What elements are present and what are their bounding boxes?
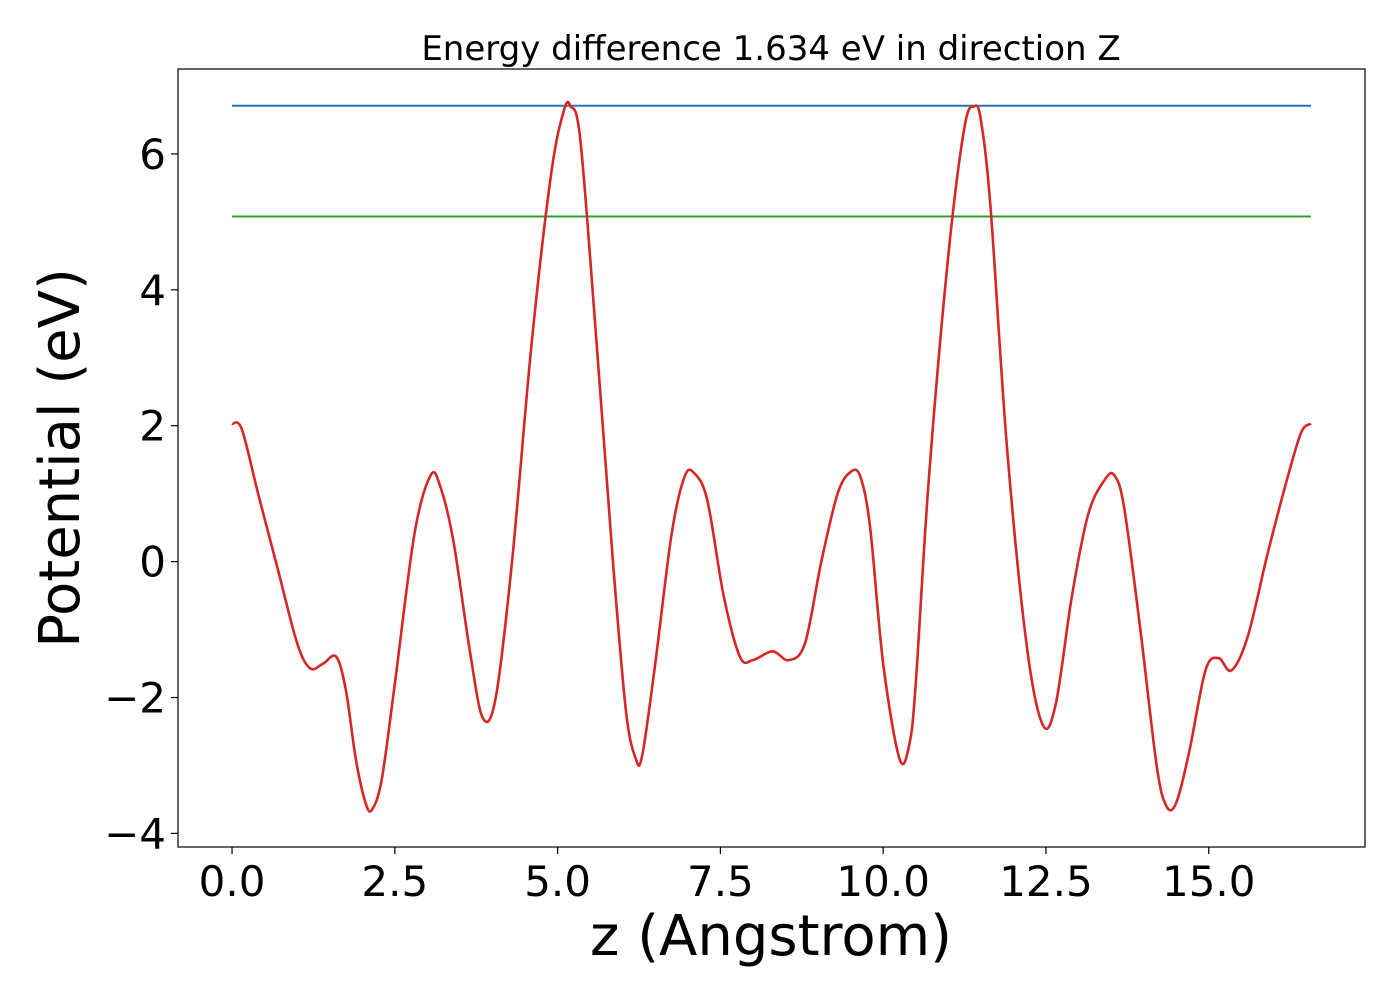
y-tick-label-3: 0: [139, 538, 166, 587]
x-tick-label-3: 5.0: [524, 857, 591, 906]
series-line-3: [231, 100, 1312, 813]
x-tick-label-4: 7.5: [687, 857, 754, 906]
plot-frame: [177, 68, 1366, 848]
y-tick-label-1: −4: [104, 809, 166, 858]
y-axis-label: Potential (eV): [28, 268, 93, 648]
y-tick-label-6: 6: [139, 130, 166, 179]
y-axis-ticks: −4 −2 0 2 4 6: [104, 130, 178, 858]
x-axis-ticks: 0.0 2.5 5.0 7.5 10.0 12.5 15.0: [199, 847, 1256, 906]
series-layer: [231, 100, 1312, 813]
chart-title: Energy difference 1.634 eV in direction …: [421, 29, 1120, 69]
x-tick-label-2: 2.5: [361, 857, 428, 906]
y-tick-label-5: 4: [139, 266, 166, 315]
x-tick-label-7: 15.0: [1162, 857, 1256, 906]
x-axis-label: z (Angstrom): [590, 904, 952, 969]
y-tick-label-4: 2: [139, 402, 166, 451]
x-tick-label-1: 0.0: [199, 857, 266, 906]
x-tick-label-5: 10.0: [836, 857, 930, 906]
y-tick-label-2: −2: [104, 674, 166, 723]
x-tick-label-6: 12.5: [999, 857, 1093, 906]
